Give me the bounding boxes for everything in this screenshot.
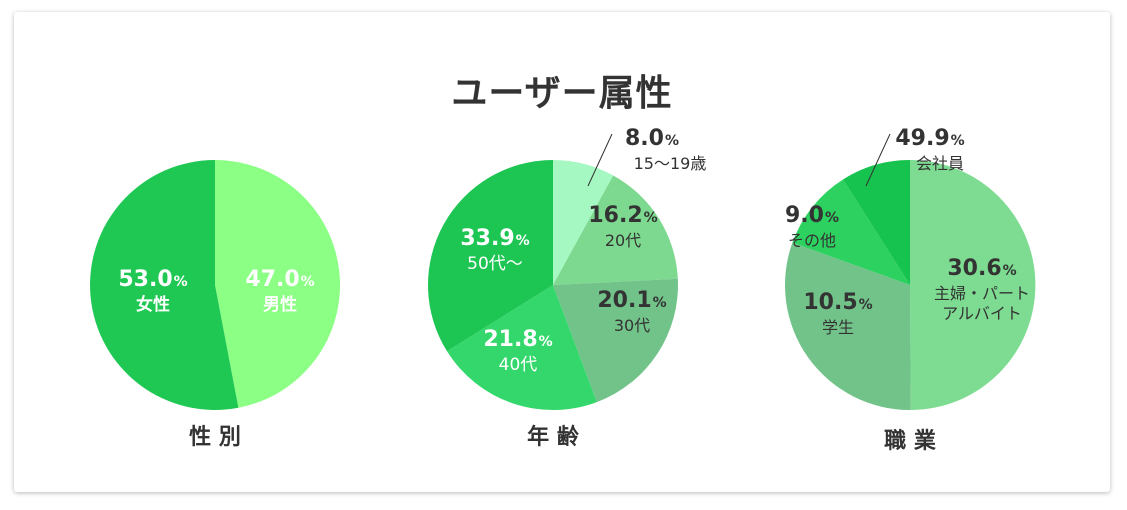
slice-value-number: 49.9 [895, 126, 949, 151]
slice-label-text: 20代 [605, 231, 641, 250]
slice-value-unit: % [653, 295, 667, 311]
slice-value-number: 8.0 [625, 126, 664, 151]
slice-value: 53.0% [118, 267, 187, 292]
pie-slice [553, 159, 614, 285]
slice-value-unit: % [516, 233, 530, 249]
slice-label: 53.0%女性 [118, 267, 187, 315]
slice-value-unit: % [301, 274, 315, 290]
slice-label: 33.9% 50代〜 [460, 226, 529, 274]
slice-label-text: 女性 [136, 294, 170, 315]
slice-value-number: 20.1 [597, 288, 651, 313]
slice-value: 8.0% [625, 126, 679, 151]
leader-line [865, 133, 891, 187]
slice-value: 9.0% [785, 203, 839, 228]
slice-value: 20.1% [597, 288, 666, 313]
slice-label-text: 40代 [499, 355, 538, 375]
slice-label: 9.0% その他 [785, 203, 839, 250]
slice-label: 49.9% 会社員 [895, 126, 964, 173]
chart-caption: 性 別 [189, 425, 241, 450]
pie-slice [428, 160, 553, 352]
slice-value: 30.6% [947, 256, 1016, 281]
slice-value: 47.0% [245, 267, 314, 292]
slice-label-text: 学生 [822, 318, 854, 337]
slice-label-text: 15〜19歳 [634, 154, 707, 173]
slice-label: 8.0% 15〜19歳 [625, 126, 706, 173]
slice-value-unit: % [644, 210, 658, 226]
slice-value-unit: % [951, 133, 965, 149]
slice-value: 10.5% [803, 290, 872, 315]
slice-value: 33.9% [460, 226, 529, 251]
pie-slice [447, 285, 597, 411]
slice-value-number: 9.0 [785, 203, 824, 228]
slice-value-unit: % [174, 274, 188, 290]
slice-value: 21.8% [483, 327, 552, 352]
slice-value-number: 21.8 [483, 327, 537, 352]
pie-slice [215, 160, 341, 408]
slice-label: 10.5% 学生 [803, 290, 872, 337]
slice-value-unit: % [859, 297, 873, 313]
chart-caption: 年 齢 [527, 424, 580, 450]
pie-slice [553, 175, 678, 285]
pie-slice [785, 242, 911, 411]
slice-value-unit: % [825, 210, 839, 226]
slice-label: 16.2%20代 [588, 203, 657, 250]
slice-label-text: アルバイト [942, 304, 1022, 323]
pie-slice [553, 278, 678, 403]
slice-value-unit: % [665, 133, 679, 149]
slice-value-number: 30.6 [947, 256, 1001, 281]
slice-value: 16.2% [588, 203, 657, 228]
slice-value-number: 53.0 [118, 267, 172, 292]
slice-label-text: 50代〜 [467, 254, 523, 274]
pie-slice [843, 160, 910, 285]
slice-label: 47.0%男性 [245, 267, 314, 315]
pie-slice [910, 159, 1036, 410]
slice-label-text: 会社員 [916, 154, 964, 173]
page-title: ユーザー属性 [451, 73, 673, 114]
slice-label-text: 主婦・パート [934, 284, 1030, 303]
chart-caption: 職 業 [884, 428, 937, 454]
slice-value-number: 10.5 [803, 290, 857, 315]
slice-value-unit: % [1003, 263, 1017, 279]
slice-value-number: 16.2 [588, 203, 642, 228]
leader-line [587, 133, 613, 187]
slice-value-number: 47.0 [245, 267, 299, 292]
slice-value-number: 33.9 [460, 226, 514, 251]
slice-value: 49.9% [895, 126, 964, 151]
pie-slice [90, 160, 239, 410]
slice-value-unit: % [539, 334, 553, 350]
slice-label-text: その他 [788, 231, 836, 250]
slice-label-text: 男性 [263, 294, 297, 315]
slice-label-text: 30代 [614, 316, 650, 335]
pie-slice [792, 179, 910, 285]
slice-label: 21.8%40代 [483, 327, 552, 375]
slice-label: 20.1%30代 [597, 288, 666, 335]
